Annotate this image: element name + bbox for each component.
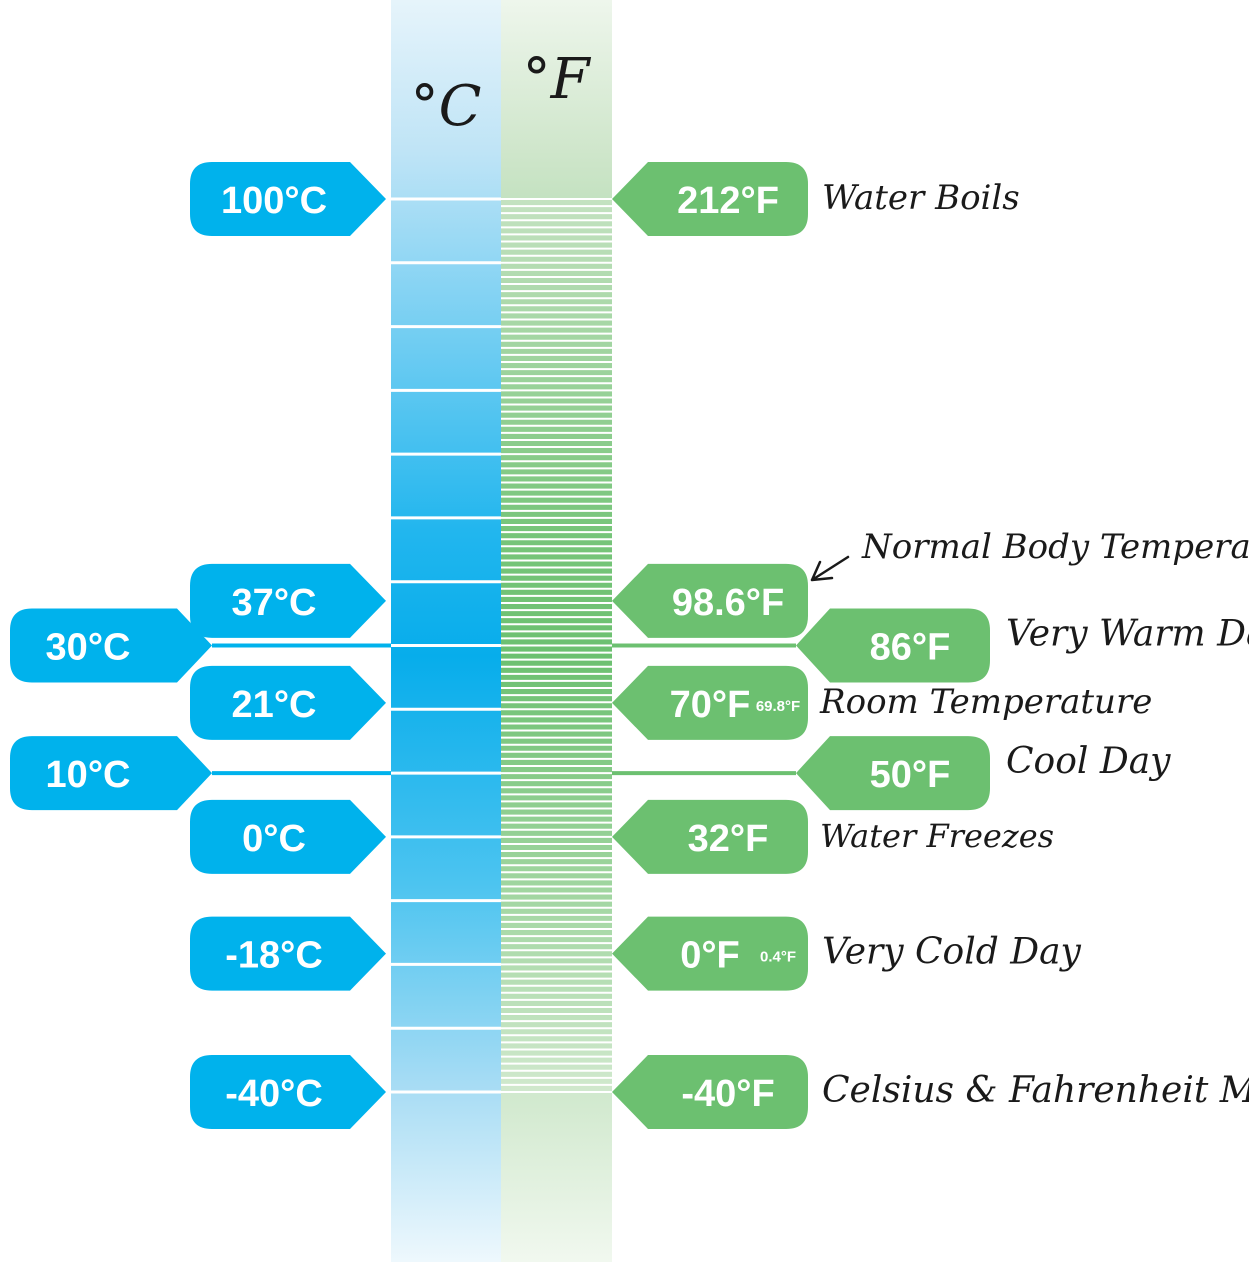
fahrenheit-tag xyxy=(796,736,990,811)
fahrenheit-value: 50°F xyxy=(870,754,951,796)
fahrenheit-ticks xyxy=(501,198,612,1093)
fahrenheit-tag xyxy=(796,608,990,683)
marker-note: Room Temperature xyxy=(819,682,1152,722)
fahrenheit-tag xyxy=(612,916,808,991)
celsius-value: -18°C xyxy=(225,935,323,977)
fahrenheit-tag xyxy=(612,665,808,740)
fahrenheit-value: 70°F xyxy=(670,684,751,726)
celsius-column xyxy=(391,0,501,1262)
marker-note: Celsius & Fahrenheit Match xyxy=(822,1070,1249,1111)
fahrenheit-value: 212°F xyxy=(677,180,779,222)
celsius-unit-header: °C xyxy=(411,74,482,139)
marker-note: Cool Day xyxy=(1006,741,1171,782)
celsius-tag xyxy=(190,916,386,991)
temperature-marker: 37°C 98.6°F Normal Body Temperature xyxy=(190,527,1249,638)
fahrenheit-tag xyxy=(612,1055,808,1129)
celsius-value: 10°C xyxy=(46,754,131,796)
temperature-marker: 30°C 86°F Very Warm Day xyxy=(10,608,1249,683)
celsius-value: 100°C xyxy=(221,180,327,222)
celsius-value: 0°C xyxy=(242,818,306,860)
fahrenheit-unit-header: °F xyxy=(523,47,592,112)
celsius-tag xyxy=(190,563,386,638)
celsius-value: 37°C xyxy=(232,582,317,624)
marker-note: Water Boils xyxy=(822,178,1020,218)
temperature-marker: 10°C 50°F Cool Day xyxy=(10,736,1171,811)
temperature-marker: 100°C 212°F Water Boils xyxy=(190,162,1020,236)
celsius-tag xyxy=(190,1055,386,1129)
fahrenheit-tag xyxy=(612,799,808,874)
fahrenheit-exact-value: 0.4°F xyxy=(760,949,796,966)
celsius-value: -40°C xyxy=(225,1073,323,1115)
celsius-tag xyxy=(10,608,212,683)
fahrenheit-value: 86°F xyxy=(870,627,951,669)
marker-note: Very Cold Day xyxy=(822,932,1082,973)
celsius-tag xyxy=(190,665,386,740)
celsius-tag xyxy=(10,736,212,811)
marker-note: Water Freezes xyxy=(820,817,1054,855)
marker-list: 100°C 212°F Water Boils 37°C 98.6°F Normal Bo… xyxy=(10,162,1249,1129)
arrow-icon xyxy=(810,555,850,582)
fahrenheit-exact-value: 69.8°F xyxy=(756,698,800,715)
temperature-marker: 0°C 32°F Water Freezes xyxy=(190,799,1054,874)
temperature-marker: 21°C 70°F 69.8°F Room Temperature xyxy=(190,665,1152,740)
fahrenheit-value: 0°F xyxy=(680,935,740,977)
celsius-ticks xyxy=(391,197,501,1094)
fahrenheit-tag xyxy=(612,563,808,638)
fahrenheit-tag xyxy=(612,162,808,236)
marker-note: Very Warm Day xyxy=(1006,614,1249,655)
fahrenheit-value: 32°F xyxy=(688,818,769,860)
marker-note: Normal Body Temperature xyxy=(861,527,1249,567)
celsius-tag xyxy=(190,162,386,236)
celsius-value: 30°C xyxy=(46,627,131,669)
celsius-tag xyxy=(190,799,386,874)
fahrenheit-value: -40°F xyxy=(681,1073,774,1115)
temperature-marker: -18°C 0°F 0.4°F Very Cold Day xyxy=(190,916,1082,991)
celsius-value: 21°C xyxy=(232,684,317,726)
temperature-marker: -40°C -40°F Celsius & Fahrenheit Match xyxy=(190,1055,1249,1129)
fahrenheit-value: 98.6°F xyxy=(672,582,784,624)
